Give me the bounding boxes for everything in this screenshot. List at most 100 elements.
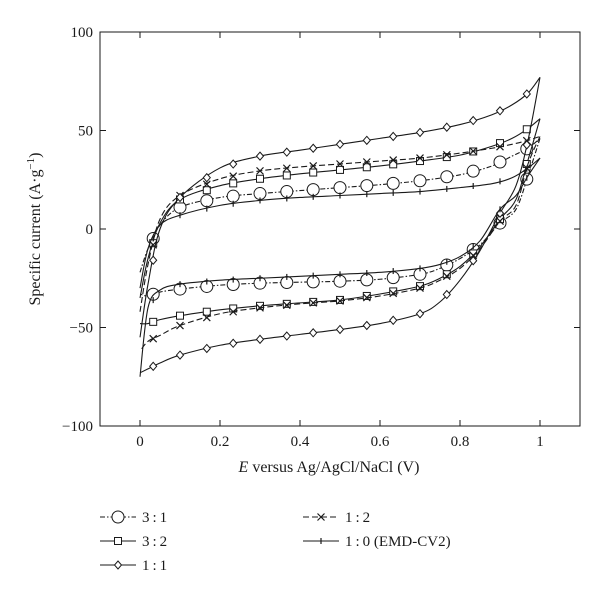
data-point <box>256 174 264 183</box>
data-point <box>256 301 264 310</box>
legend-marker <box>114 537 122 545</box>
data-point <box>255 151 265 161</box>
series-line-reverse <box>139 136 541 352</box>
legend-marker <box>113 560 123 570</box>
data-point <box>336 295 344 304</box>
data-point <box>149 317 158 326</box>
data-point <box>202 343 211 354</box>
x-tick-label: 0.8 <box>451 434 470 450</box>
data-point <box>282 301 291 310</box>
x-tick-label: 1 <box>536 434 544 450</box>
data-point <box>202 180 211 189</box>
data-point <box>282 299 291 308</box>
data-point <box>469 115 478 126</box>
data-point <box>309 168 318 177</box>
data-point <box>309 298 318 307</box>
data-point <box>256 303 264 312</box>
data-point <box>229 338 238 349</box>
data-point <box>333 181 347 195</box>
data-point <box>469 147 478 156</box>
data-point <box>493 155 507 169</box>
data-point <box>282 171 291 180</box>
data-point <box>202 186 211 195</box>
series-1 <box>139 118 541 326</box>
x-tick-label: 0.2 <box>211 434 230 450</box>
plot-frame <box>99 31 581 427</box>
data-point <box>309 143 318 154</box>
data-point <box>362 135 371 146</box>
data-point <box>495 106 505 116</box>
legend-label: 3 : 1 <box>142 510 167 526</box>
data-point <box>413 174 427 188</box>
data-point <box>386 176 400 190</box>
series-line-reverse <box>139 118 541 325</box>
data-point <box>496 142 504 151</box>
series-line-forward <box>139 157 541 289</box>
data-point <box>362 291 371 300</box>
data-point <box>229 307 238 316</box>
data-point <box>442 272 451 281</box>
data-point <box>256 166 264 175</box>
data-point <box>176 311 184 320</box>
series-line-reverse <box>139 138 541 297</box>
data-point <box>469 255 478 266</box>
data-point <box>175 350 185 360</box>
data-point <box>496 139 504 148</box>
legend-label: 3 : 2 <box>142 534 167 550</box>
x-tick-label: 0.6 <box>371 434 390 450</box>
series-line-reverse <box>139 157 541 377</box>
data-point <box>149 255 158 266</box>
x-tick-label: 0.4 <box>291 434 310 450</box>
data-point <box>149 361 158 372</box>
series-line-forward <box>139 137 541 273</box>
data-point <box>442 270 451 279</box>
data-point <box>336 165 344 174</box>
data-point <box>282 164 291 173</box>
data-point <box>176 321 184 330</box>
data-point <box>229 159 238 169</box>
data-point <box>149 334 158 343</box>
data-point <box>335 139 345 150</box>
series-0 <box>139 137 541 301</box>
data-point <box>389 315 398 326</box>
data-point <box>202 172 211 183</box>
y-tick-label: −50 <box>70 321 93 337</box>
data-point <box>496 217 504 226</box>
data-point <box>362 163 371 172</box>
data-point <box>440 170 454 184</box>
legend-entry: 1 : 2 <box>303 510 370 526</box>
data-point <box>202 307 211 316</box>
x-axis-label: E versus Ag/AgCl/NaCl (V) <box>238 459 420 476</box>
y-tick-label: −100 <box>62 419 93 435</box>
data-point <box>175 192 185 203</box>
data-point <box>416 282 424 291</box>
y-axis-label: Specific current (A·g−1) <box>25 153 44 306</box>
series-2 <box>139 135 541 352</box>
data-point <box>389 131 398 142</box>
data-point <box>336 160 344 168</box>
data-point <box>202 313 211 322</box>
data-point <box>522 89 531 99</box>
x-tick-label: 0 <box>136 434 144 450</box>
data-point <box>389 287 398 296</box>
data-point <box>442 289 451 300</box>
axis-ticks: 0 0.2 0.4 0.6 0.8 1 −100 −50 0 50 100 <box>62 25 580 450</box>
data-point <box>442 153 451 162</box>
data-point <box>226 189 240 203</box>
legend-entry: 1 : 1 <box>100 558 167 574</box>
data-point <box>389 156 398 164</box>
data-point <box>442 122 451 132</box>
series-layer <box>139 76 541 377</box>
data-point <box>442 150 451 159</box>
data-point <box>309 162 318 170</box>
data-point <box>229 172 238 181</box>
plot-border <box>99 31 581 427</box>
series-4 <box>139 157 541 377</box>
data-point <box>466 164 480 178</box>
data-point <box>415 308 425 319</box>
data-point <box>416 284 424 293</box>
legend-label: 1 : 1 <box>142 558 167 574</box>
y-tick-label: 50 <box>78 124 93 140</box>
data-point <box>362 293 371 302</box>
